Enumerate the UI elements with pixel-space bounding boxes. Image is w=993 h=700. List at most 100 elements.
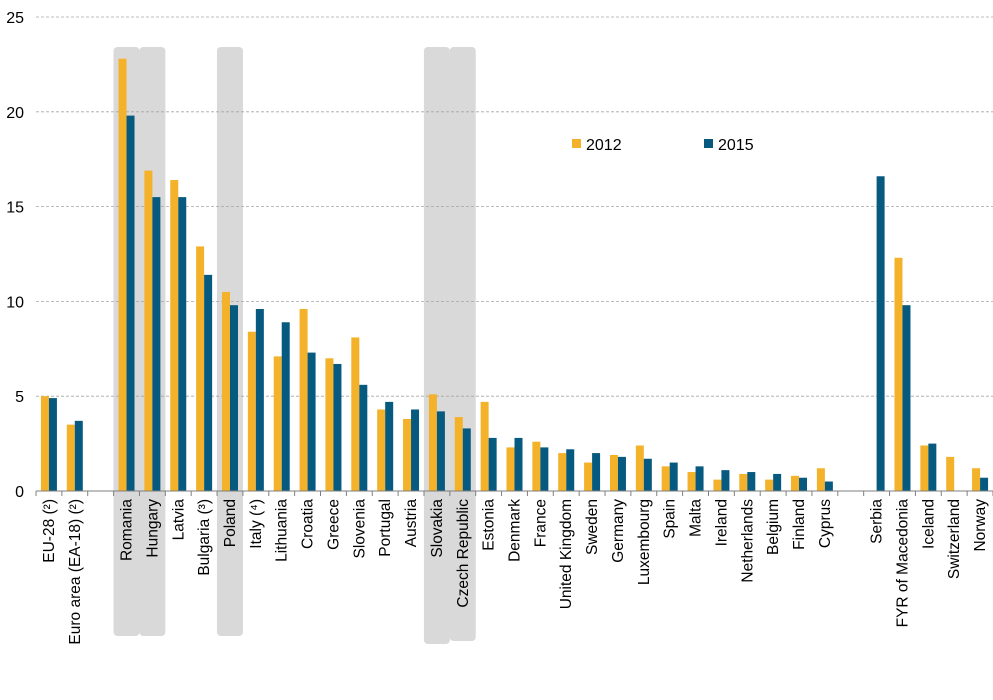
highlight-band-czech-republic xyxy=(449,47,476,641)
bar-2012-spain xyxy=(661,466,670,491)
bar-2015-netherlands xyxy=(747,472,756,491)
bar-2012-estonia xyxy=(480,401,489,491)
bar-2012-hungary xyxy=(144,170,153,492)
bar-2015-slovakia xyxy=(436,411,445,491)
bar-2015-estonia xyxy=(488,437,497,491)
x-tick-label-spain: Spain xyxy=(662,499,679,539)
bar-2012-austria xyxy=(403,418,412,491)
x-tick-label-croatia: Croatia xyxy=(300,499,317,549)
y-tick-label: 0 xyxy=(15,484,24,501)
x-tick-label-iceland: Iceland xyxy=(920,499,937,549)
bar-2012-cyprus xyxy=(816,468,825,491)
bar-2015-poland xyxy=(229,305,238,491)
bars xyxy=(40,58,989,492)
bar-2012-finland xyxy=(791,475,800,491)
x-tick-label-belgium: Belgium xyxy=(765,499,782,555)
bar-2015-sweden xyxy=(592,453,601,491)
legend: 2012 2015 xyxy=(572,137,754,154)
bar-2012-euro-area-ea-18 xyxy=(66,424,75,491)
x-tick-label-hungary: Hungary xyxy=(144,499,161,558)
x-tick-label-norway: Norway xyxy=(972,499,989,552)
x-tick-label-eu-28: EU-28 (²) xyxy=(41,499,58,563)
bar-2012-ireland xyxy=(713,479,722,491)
legend-swatch-2015 xyxy=(704,139,713,148)
x-tick-label-czech-republic: Czech Republic xyxy=(455,499,472,608)
bar-2015-norway xyxy=(980,477,989,491)
bar-2015-slovenia xyxy=(359,384,368,491)
legend-label-2012: 2012 xyxy=(586,137,622,154)
x-tick-label-fyr-of-macedonia: FYR of Macedonia xyxy=(894,499,911,628)
category-labels: EU-28 (²) Euro area (EA-18) (²) Romania Hun… xyxy=(41,499,989,645)
bar-2015-italy xyxy=(255,308,264,491)
bar-2012-eu-28 xyxy=(40,396,49,491)
x-tick-label-netherlands: Netherlands xyxy=(739,499,756,583)
x-tick-label-slovenia: Slovenia xyxy=(351,499,368,559)
x-tick-label-switzerland: Switzerland xyxy=(946,499,963,579)
x-tick-label-greece: Greece xyxy=(325,499,342,550)
bar-2012-sweden xyxy=(584,462,593,491)
bar-2012-croatia xyxy=(299,308,308,491)
bar-2012-italy xyxy=(247,331,256,491)
bar-2012-germany xyxy=(609,454,618,491)
bar-2015-denmark xyxy=(514,437,523,491)
bar-2015-greece xyxy=(333,363,342,491)
highlight-band-slovakia xyxy=(423,47,450,644)
bar-2015-cyprus xyxy=(824,481,833,491)
bar-2015-serbia xyxy=(876,176,885,491)
bar-2012-malta xyxy=(687,472,696,491)
bar-2012-slovenia xyxy=(351,337,360,491)
x-tick-label-denmark: Denmark xyxy=(507,499,524,562)
bar-2015-latvia xyxy=(178,197,187,491)
bar-2015-finland xyxy=(799,477,808,491)
bar-2012-latvia xyxy=(170,180,179,491)
bar-2012-romania xyxy=(118,58,127,491)
bar-2012-denmark xyxy=(506,447,515,491)
x-tick-label-austria: Austria xyxy=(403,499,420,548)
x-tick-label-cyprus: Cyprus xyxy=(817,499,834,548)
bar-2015-germany xyxy=(617,456,626,491)
bar-2015-fyr-of-macedonia xyxy=(902,305,911,491)
bar-2012-netherlands xyxy=(739,473,748,491)
bar-2015-united-kingdom xyxy=(566,449,575,491)
legend-label-2015: 2015 xyxy=(718,137,754,154)
bar-2012-iceland xyxy=(920,445,929,491)
y-tick-label: 10 xyxy=(6,294,24,311)
bar-2015-austria xyxy=(411,409,420,491)
bar-2012-switzerland xyxy=(946,456,955,491)
bar-2015-euro-area-ea-18 xyxy=(74,420,83,491)
bar-2015-romania xyxy=(126,115,135,491)
x-tick-label-ireland: Ireland xyxy=(713,499,730,546)
x-tick-label-slovakia: Slovakia xyxy=(429,499,446,558)
highlight-bands xyxy=(113,47,476,644)
x-tick-label-romania: Romania xyxy=(119,499,136,561)
bar-2012-united-kingdom xyxy=(558,453,567,491)
bar-2012-bulgaria xyxy=(196,246,205,491)
bar-2012-greece xyxy=(325,358,334,491)
bar-2012-belgium xyxy=(765,479,774,491)
x-tick-label-luxembourg: Luxembourg xyxy=(636,499,653,585)
bar-2015-iceland xyxy=(928,443,937,491)
bar-2012-poland xyxy=(221,291,230,491)
bar-2015-eu-28 xyxy=(48,398,57,491)
bar-2012-czech-republic xyxy=(454,417,463,491)
bar-2015-luxembourg xyxy=(643,458,652,491)
bar-2012-slovakia xyxy=(428,394,437,491)
bar-2012-lithuania xyxy=(273,356,282,491)
bar-2015-hungary xyxy=(152,197,161,491)
x-tick-label-portugal: Portugal xyxy=(377,499,394,557)
bar-2015-spain xyxy=(669,462,678,491)
y-tick-label: 20 xyxy=(6,105,24,122)
x-tick-label-finland: Finland xyxy=(791,499,808,550)
bar-2015-croatia xyxy=(307,352,316,491)
y-tick-label: 5 xyxy=(15,389,24,406)
y-tick-label: 25 xyxy=(6,10,24,27)
legend-swatch-2012 xyxy=(572,139,581,148)
bar-2015-portugal xyxy=(385,401,394,491)
x-tick-label-lithuania: Lithuania xyxy=(274,499,291,562)
x-tick-label-estonia: Estonia xyxy=(481,499,498,551)
x-tick-label-poland: Poland xyxy=(222,499,239,547)
x-tick-label-latvia: Latvia xyxy=(170,499,187,541)
x-tick-label-united-kingdom: United Kingdom xyxy=(558,499,575,609)
bar-2012-norway xyxy=(972,468,981,491)
